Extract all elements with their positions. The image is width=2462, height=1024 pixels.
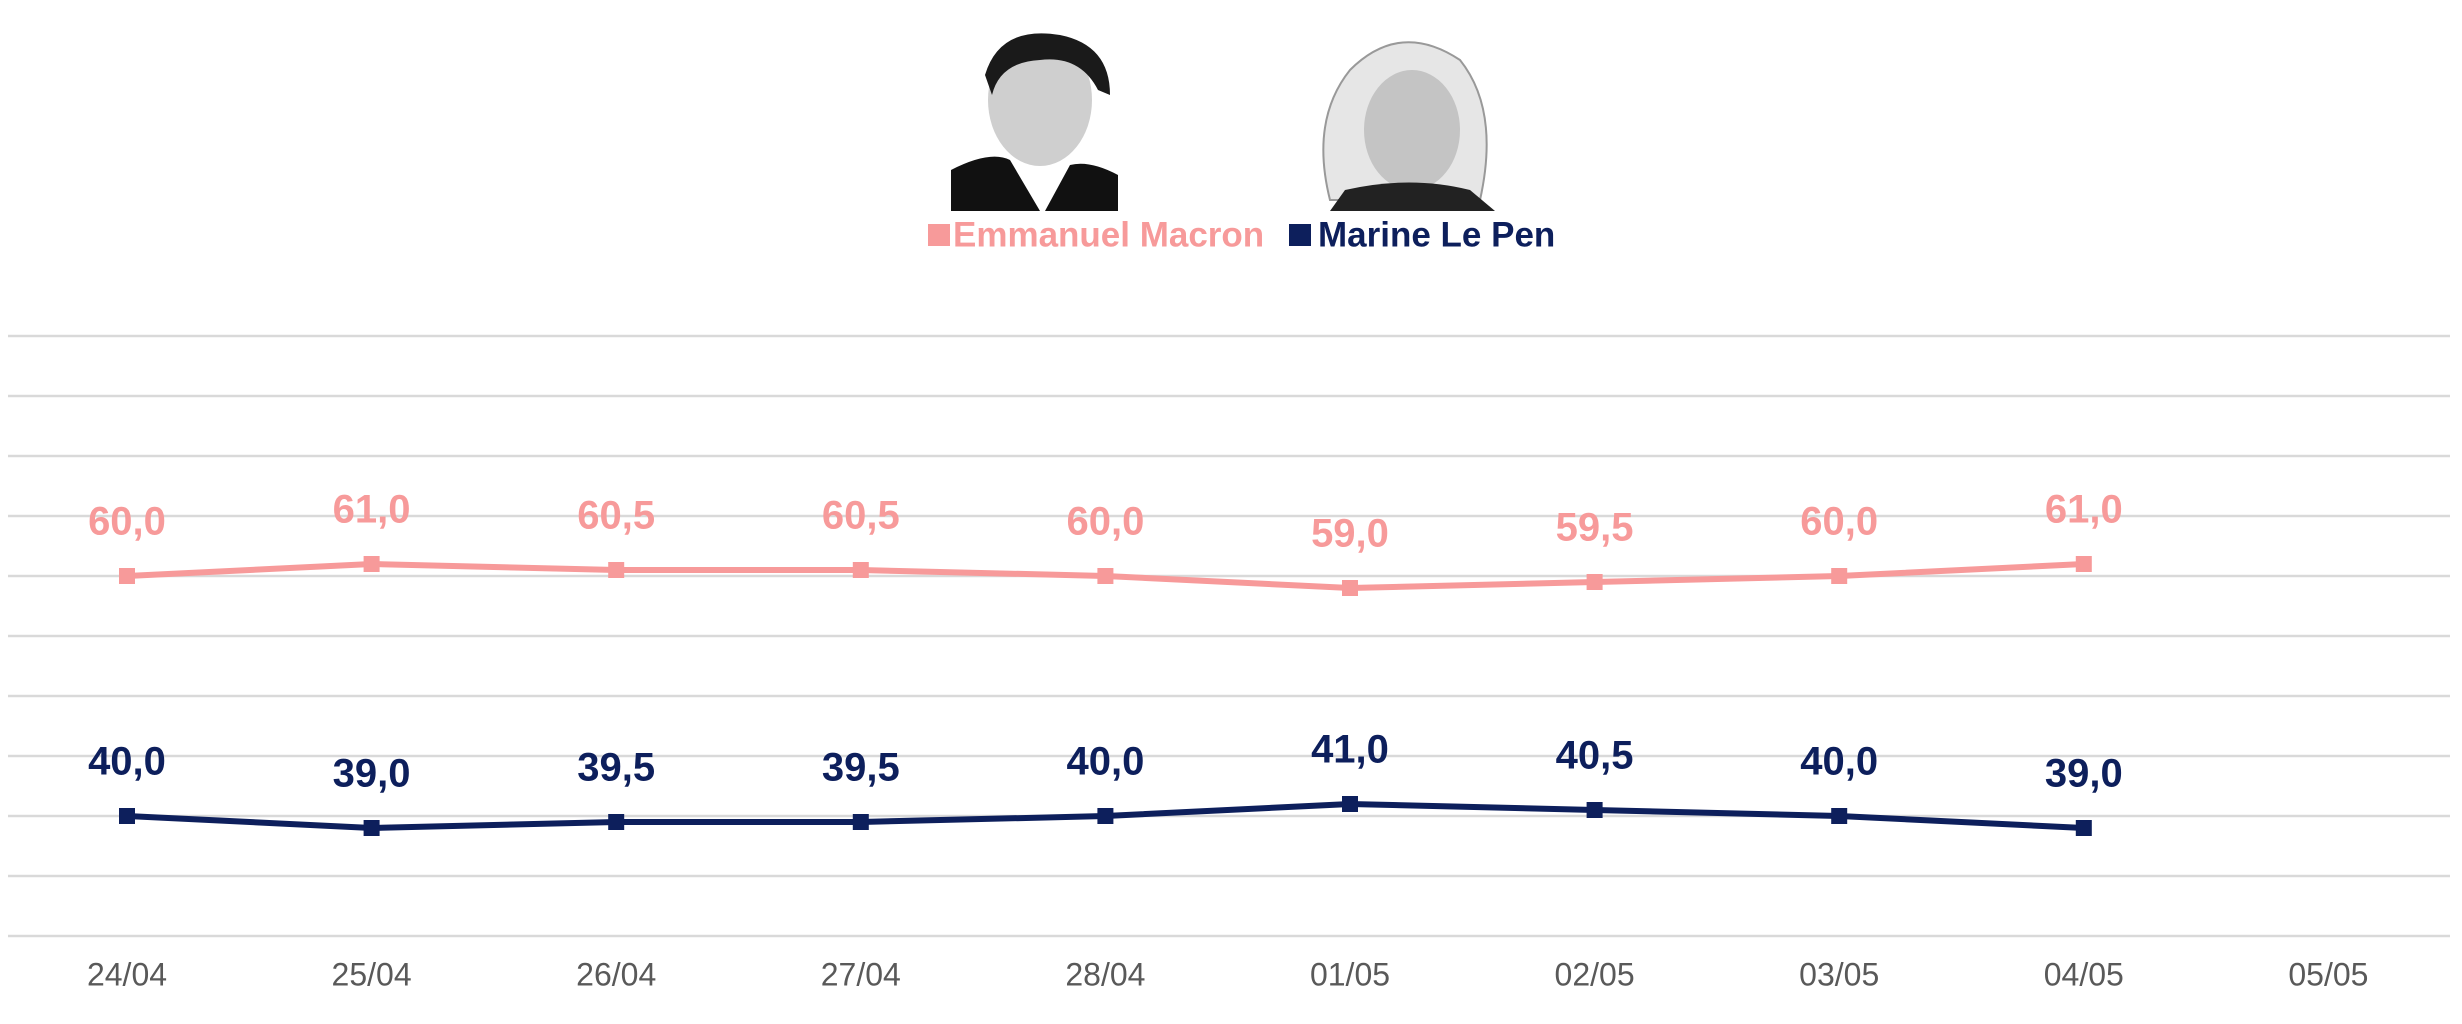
portrait-lepen xyxy=(1313,32,1499,211)
value-label: 60,5 xyxy=(577,494,655,538)
point-marker xyxy=(852,814,869,830)
legend-swatch xyxy=(928,224,950,246)
point-marker xyxy=(363,556,380,572)
portrait-macron xyxy=(951,32,1118,211)
value-label: 61,0 xyxy=(2045,488,2123,532)
value-label: 60,0 xyxy=(1800,500,1878,544)
point-marker xyxy=(608,814,625,830)
x-tick-label: 05/05 xyxy=(2288,956,2368,992)
value-label: 59,5 xyxy=(1556,506,1634,550)
value-label: 60,0 xyxy=(88,500,166,544)
x-tick-label: 27/04 xyxy=(821,956,901,992)
value-label: 39,0 xyxy=(2045,752,2123,796)
legend-swatch xyxy=(1289,224,1311,246)
value-label: 59,0 xyxy=(1311,512,1389,556)
value-label: 40,0 xyxy=(1800,740,1878,784)
value-label: 41,0 xyxy=(1311,728,1389,772)
point-marker xyxy=(2075,820,2092,836)
point-marker xyxy=(1097,808,1114,824)
legend-label: Marine Le Pen xyxy=(1318,215,1555,254)
point-marker xyxy=(1831,568,1848,584)
point-marker xyxy=(1097,568,1114,584)
point-marker xyxy=(852,562,869,578)
point-marker xyxy=(1831,808,1848,824)
x-tick-label: 03/05 xyxy=(1799,956,1879,992)
value-label: 60,0 xyxy=(1066,500,1144,544)
value-label: 40,0 xyxy=(1066,740,1144,784)
point-marker xyxy=(1342,796,1358,812)
value-label: 60,5 xyxy=(822,494,900,538)
value-label: 39,5 xyxy=(822,746,900,790)
x-tick-label: 25/04 xyxy=(332,956,412,992)
point-marker xyxy=(608,562,625,578)
x-tick-label: 24/04 xyxy=(87,956,167,992)
point-marker xyxy=(2075,556,2092,572)
point-marker xyxy=(1586,574,1603,590)
legend-label: Emmanuel Macron xyxy=(953,215,1264,254)
x-tick-label: 02/05 xyxy=(1555,956,1635,992)
value-label: 40,5 xyxy=(1556,734,1634,778)
value-label: 39,5 xyxy=(577,746,655,790)
point-marker xyxy=(363,820,380,836)
x-tick-label: 04/05 xyxy=(2044,956,2124,992)
point-marker xyxy=(1342,580,1358,596)
value-label: 40,0 xyxy=(88,740,166,784)
point-marker xyxy=(119,568,135,584)
point-marker xyxy=(119,808,135,824)
x-tick-label: 01/05 xyxy=(1310,956,1390,992)
x-tick-label: 28/04 xyxy=(1065,956,1145,992)
value-label: 39,0 xyxy=(333,752,411,796)
x-tick-label: 26/04 xyxy=(576,956,656,992)
value-label: 61,0 xyxy=(333,488,411,532)
point-marker xyxy=(1586,802,1603,818)
